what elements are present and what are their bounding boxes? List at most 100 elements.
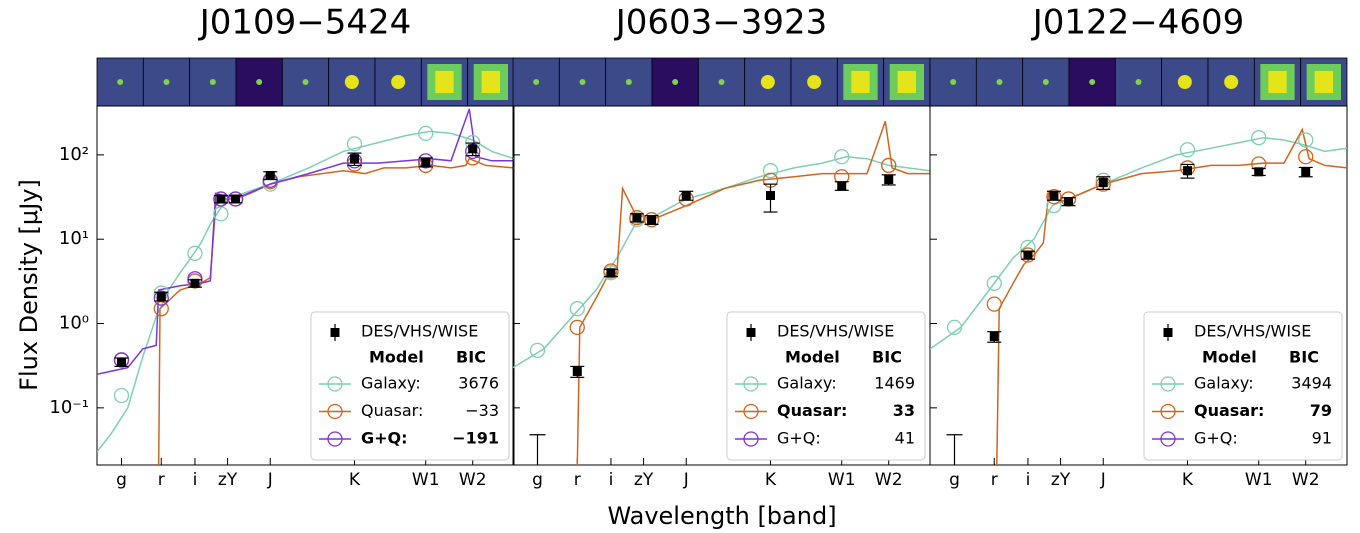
panel-title: J0603−3923 (614, 3, 828, 43)
legend-swatch (330, 328, 340, 337)
legend-label: Quasar: (1194, 401, 1264, 420)
photometry-point (1254, 167, 1264, 177)
cutout-source (391, 75, 406, 89)
photometry-point (216, 194, 226, 204)
model-photometry (153, 290, 169, 306)
legend-swatch (743, 376, 759, 392)
legend-label: G+Q: (777, 429, 821, 448)
model-photometry (227, 191, 244, 207)
x-tick-label: g (949, 470, 960, 490)
legend-swatch (743, 403, 759, 420)
model-spectrum (930, 136, 1347, 350)
model-photometry (986, 296, 1002, 312)
legend-bic: 33 (893, 401, 915, 420)
cutout-source (950, 79, 957, 85)
legend-swatch (327, 376, 343, 392)
x-tick-label: r (574, 470, 581, 490)
model-photometry (946, 319, 963, 336)
panel-title: J0122−4609 (1031, 3, 1245, 43)
legend-box (310, 311, 510, 461)
cutout-source (672, 79, 679, 85)
photometry-point (421, 157, 431, 167)
model-photometry (153, 301, 169, 317)
photometry-point (116, 357, 126, 367)
legend-bic: 91 (1312, 429, 1332, 448)
model-photometry (569, 301, 585, 317)
legend-bic: −191 (452, 429, 499, 448)
x-tick-label: W1 (412, 470, 440, 490)
legend-swatch (743, 431, 759, 447)
photometry-point (350, 154, 360, 164)
cutout-source (435, 71, 454, 93)
model-photometry (569, 319, 585, 336)
legend-box (726, 311, 926, 461)
model-photometry (603, 263, 619, 279)
plot-area (97, 108, 514, 465)
model-spectrum (996, 127, 1347, 465)
x-tick-label: i (609, 470, 614, 490)
x-tick-label: i (193, 470, 198, 490)
photometry-point (1049, 190, 1059, 200)
cutout-source (1135, 79, 1142, 85)
cutout-source (481, 71, 500, 93)
x-tick-label: J (1100, 470, 1106, 490)
model-photometry (418, 153, 434, 169)
x-tick-label: g (116, 470, 127, 490)
legend-bic: 79 (1310, 401, 1332, 420)
legend-header: BIC (456, 348, 486, 367)
photometry-point (572, 366, 582, 376)
x-tick-label: zY (1051, 470, 1071, 490)
model-photometry (346, 136, 363, 152)
cutout-source (897, 71, 916, 93)
legend-header: BIC (1289, 348, 1319, 367)
cutout-source (302, 79, 309, 85)
photometry-point (681, 190, 691, 200)
photometry-point (1183, 166, 1193, 176)
plot-frame (96, 105, 515, 466)
x-tick-label: K (349, 470, 361, 490)
model-photometry (1046, 188, 1062, 205)
x-tick-label: J (267, 470, 273, 490)
legend-label: Quasar: (777, 401, 847, 420)
cutout-source (163, 79, 170, 85)
model-photometry (881, 157, 897, 174)
legend-swatch (1163, 328, 1173, 337)
model-photometry (213, 191, 229, 207)
cutout-source (344, 75, 359, 89)
plot-area (930, 127, 1347, 465)
x-tick-label: K (765, 470, 777, 490)
legend-bic: −33 (465, 401, 499, 420)
cutout-source (1268, 71, 1287, 93)
model-photometry (113, 387, 130, 404)
model-spectrum (97, 108, 514, 376)
model-photometry (986, 275, 1002, 291)
legend-label: Galaxy: (777, 374, 837, 393)
cutout-source (625, 79, 632, 85)
cutout-source (1042, 79, 1049, 85)
x-tick-label: W2 (1292, 470, 1320, 490)
legend-bic: 3676 (458, 374, 499, 393)
cutout-source (718, 79, 725, 85)
y-tick-label: 10⁻¹ (49, 397, 89, 418)
legend-header: Model (785, 348, 840, 367)
legend-label: Galaxy: (1194, 374, 1254, 393)
x-tick-label: K (1182, 470, 1194, 490)
photometry-point (1064, 197, 1074, 207)
y-tick-label: 10¹ (59, 228, 89, 249)
photometry-point (989, 332, 999, 342)
model-photometry (643, 212, 660, 228)
cutout-source (1224, 75, 1239, 89)
photometry-point (632, 213, 642, 223)
photometry-point (265, 170, 275, 180)
legend-header: Model (369, 348, 424, 367)
model-photometry (1020, 247, 1036, 263)
x-tick-label: g (532, 470, 543, 490)
y-axis-label: Flux Density [μJy] (15, 179, 43, 391)
model-photometry (1179, 142, 1196, 158)
cutout-source (996, 79, 1003, 85)
model-photometry (1251, 130, 1267, 146)
photometry-point (1023, 250, 1033, 260)
photometry-point (190, 278, 200, 288)
legend-label: G+Q: (1194, 429, 1238, 448)
